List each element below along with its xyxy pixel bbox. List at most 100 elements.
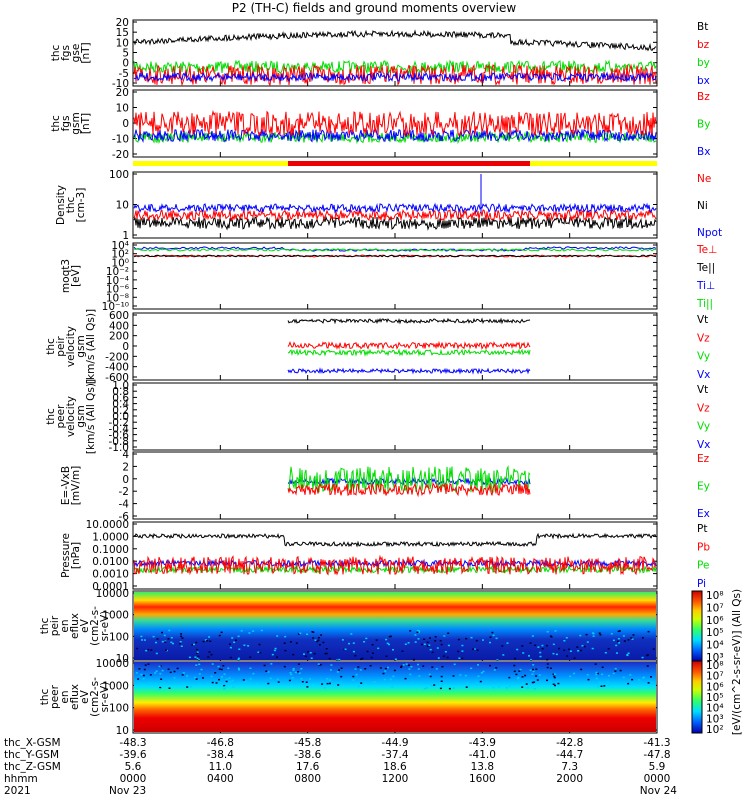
ylabel-line: velocity [65, 326, 77, 367]
spec-speck [237, 657, 240, 660]
ylabel-line: peer [49, 684, 61, 709]
ephem-value: -41.0 [469, 749, 496, 761]
spec-speck [163, 681, 166, 684]
spec-speck [533, 681, 536, 683]
spec-speck [495, 637, 498, 640]
series-vx [287, 367, 531, 375]
spec-speck [642, 676, 645, 679]
spec-speck [440, 675, 443, 678]
spec-speck [464, 674, 467, 677]
legend-entry: Pi [697, 578, 706, 590]
spec-speck [607, 681, 610, 683]
y-tick-label: 0.8 [112, 386, 129, 398]
y-tick-label: 600 [109, 310, 129, 322]
spec-speck [317, 639, 320, 641]
spec-speck [139, 682, 142, 684]
spec-speck [369, 665, 372, 667]
spec-speck [457, 638, 460, 641]
spec-speck [565, 637, 568, 639]
spec-speck [608, 675, 610, 677]
spec-speck [417, 668, 420, 670]
legend-entry: Ne [697, 173, 711, 185]
legend-entry: Vt [697, 314, 708, 326]
series-pi [133, 558, 657, 569]
y-tick-label: -400 [105, 362, 129, 374]
spec-speck [433, 684, 436, 686]
spec-speck [546, 658, 549, 661]
spec-speck [587, 678, 590, 681]
y-tick-label: -0.8 [109, 436, 130, 448]
spec-speck [320, 684, 323, 687]
panel-frame [132, 521, 658, 590]
spec-speck [357, 685, 360, 688]
spec-speck [607, 648, 610, 650]
spec-speck [366, 650, 369, 653]
ylabel-line: Density [55, 185, 67, 225]
series-te-par [133, 254, 657, 258]
legend-entry: Vx [697, 369, 710, 381]
spec-speck [622, 635, 625, 637]
spec-speck [592, 635, 595, 637]
y-tick-label: 0 [122, 341, 129, 353]
spec-speck [627, 682, 630, 685]
spec-speck [458, 657, 461, 659]
spec-speck [164, 640, 167, 642]
spec-speck [195, 678, 198, 680]
y-tick-label: 2 [122, 461, 129, 473]
spec-speck [168, 687, 171, 689]
spec-speck [142, 677, 145, 680]
ephem-value: 11.0 [209, 761, 232, 773]
spec-speck [465, 686, 468, 688]
spec-speck [196, 651, 199, 653]
ephem-value: -38.6 [294, 749, 321, 761]
y-tick-label: 10⁻⁶ [106, 284, 129, 296]
spec-speck [292, 653, 295, 656]
spec-speck [379, 667, 382, 669]
spec-speck [524, 674, 527, 677]
spec-speck [310, 657, 313, 659]
ylabel-line: gse [70, 44, 82, 63]
ephem-label: 2021 [4, 785, 31, 797]
spec-speck [180, 645, 183, 647]
spec-speck [155, 670, 158, 672]
spec-speck [625, 682, 628, 685]
spec-speck [516, 648, 519, 651]
spec-speck [291, 677, 294, 679]
spec-speck [541, 648, 544, 650]
ylabel-line: gsm [70, 112, 82, 134]
spec-speck [176, 667, 179, 670]
spec-speck [377, 647, 380, 650]
ylabel-line: thc [45, 408, 57, 425]
y-tick-label: -0.4 [109, 423, 130, 435]
ephem-value: -41.3 [643, 737, 670, 749]
spec-speck [348, 642, 350, 645]
spec-speck [612, 639, 615, 642]
spec-speck [568, 648, 571, 651]
spec-speck [292, 669, 295, 671]
spec-speck [284, 635, 287, 638]
spec-speck [249, 656, 252, 658]
series-vy [288, 348, 531, 357]
spec-speck [158, 665, 161, 668]
spec-speck [428, 644, 431, 646]
spec-speck [651, 681, 654, 683]
spec-speck [532, 668, 534, 671]
spec-speck [429, 675, 432, 678]
spec-speck [599, 681, 601, 684]
spec-speck [595, 677, 598, 680]
spec-speck [416, 629, 419, 632]
spec-speck [384, 670, 387, 672]
y-tick-label: -1.0 [109, 442, 130, 454]
spec-speck [316, 640, 319, 643]
spectrogram [134, 592, 656, 660]
spec-speck [457, 650, 460, 653]
spec-speck [476, 682, 479, 684]
ephem-value: -44.7 [556, 749, 583, 761]
spec-speck [570, 683, 573, 685]
spec-speck [392, 675, 395, 678]
spec-speck [165, 649, 167, 651]
spec-speck [529, 642, 532, 644]
